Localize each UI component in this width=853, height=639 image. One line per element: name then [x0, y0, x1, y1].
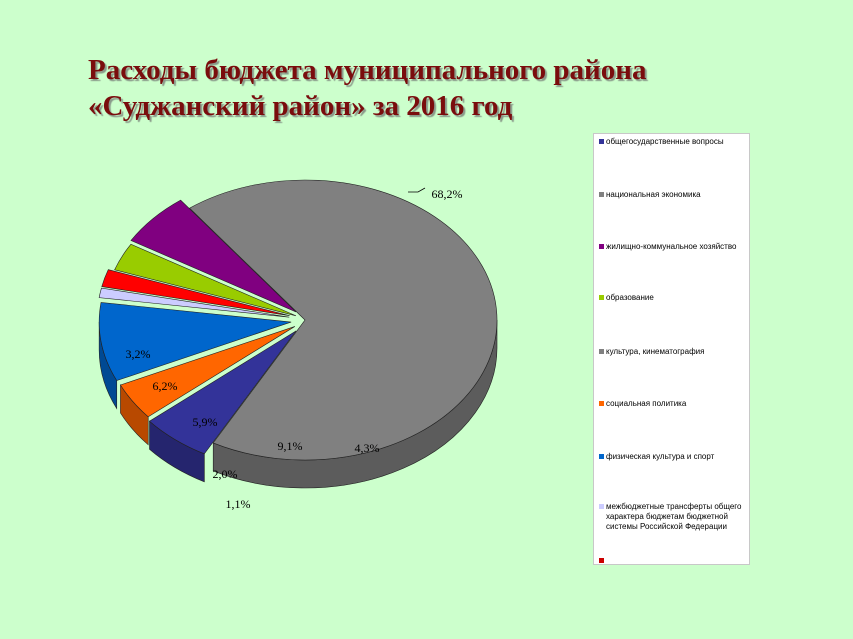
legend-item: национальная экономика — [599, 190, 749, 200]
chart-title: Расходы бюджета муниципального района «С… — [88, 52, 828, 124]
slice-value-label: 9,1% — [278, 439, 303, 453]
legend-swatch — [599, 401, 604, 406]
pie-slice — [120, 326, 296, 418]
legend-item: социальная политика — [599, 399, 749, 409]
legend-label: физическая культура и спорт — [606, 452, 715, 461]
legend-swatch — [599, 454, 604, 459]
slice-value-label: 5,9% — [193, 415, 218, 429]
legend-label: культура, кинематография — [606, 347, 705, 356]
legend-item: культура, кинематография — [599, 347, 749, 357]
pie-slice — [189, 179, 498, 461]
slice-value-label: 1,1% — [226, 497, 251, 511]
pie-slice — [130, 199, 297, 313]
pie-slice — [98, 302, 292, 381]
legend-swatch — [599, 504, 604, 509]
legend-swatch — [599, 558, 604, 563]
pie-slice — [98, 287, 290, 318]
legend-swatch — [599, 349, 604, 354]
pie-slice — [101, 269, 290, 316]
legend-item: межбюджетные трансферты общего характера… — [599, 502, 749, 532]
legend-item: физическая культура и спорт — [599, 452, 749, 462]
legend-label: межбюджетные трансферты общего характера… — [606, 502, 742, 531]
chart-title-line-1: Расходы бюджета муниципального района — [88, 54, 647, 86]
legend-swatch — [599, 295, 604, 300]
legend-swatch — [599, 192, 604, 197]
legend-label: образование — [606, 293, 654, 302]
legend-label: жилищно-коммунальное хозяйство — [606, 242, 737, 251]
chart-title-line-2: «Суджанский район» за 2016 год — [88, 90, 513, 122]
legend-swatch — [599, 244, 604, 249]
legend-item: образование — [599, 293, 749, 303]
slice-value-label: 2,0% — [213, 467, 238, 481]
pie-slice — [149, 330, 297, 455]
label-leader-line — [408, 187, 426, 193]
pie-chart: 3,2% 6,2% 68,2% 5,9% 4,3% 9,1% 1,1% 2,0% — [98, 179, 498, 511]
slice-value-label: 3,2% — [126, 347, 151, 361]
legend-label: социальная политика — [606, 399, 687, 408]
pie-slice — [114, 243, 297, 317]
legend-label: общегосударственные вопросы — [606, 137, 724, 146]
slice-value-label: 6,2% — [153, 379, 178, 393]
legend-label: национальная экономика — [606, 190, 701, 199]
legend-item: общегосударственные вопросы — [599, 137, 749, 147]
chart-legend: общегосударственные вопросы национальная… — [593, 133, 750, 565]
legend-swatch — [599, 139, 604, 144]
legend-item: жилищно-коммунальное хозяйство — [599, 242, 749, 252]
slice-value-label: 4,3% — [355, 441, 380, 455]
slice-value-label: 68,2% — [432, 187, 463, 201]
